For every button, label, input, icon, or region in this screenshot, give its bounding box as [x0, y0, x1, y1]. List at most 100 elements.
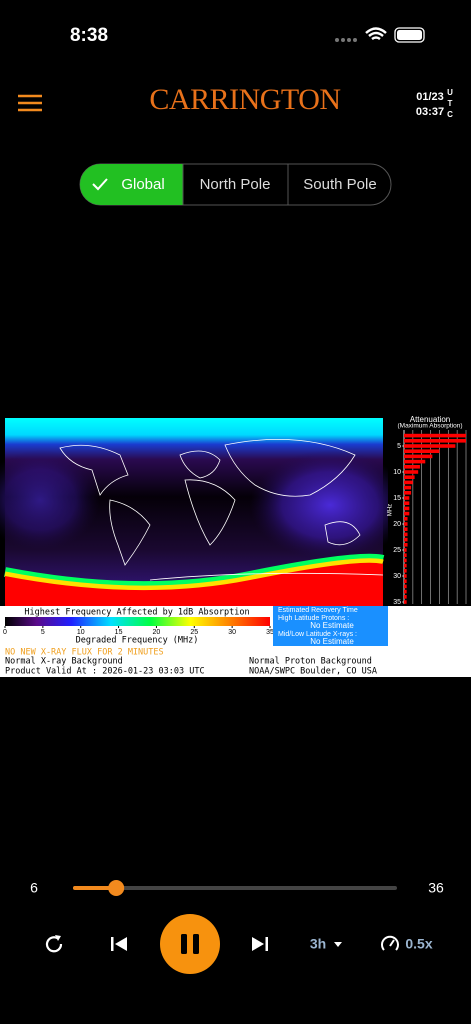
info: NOAA/SWPC Boulder, CO USA: [249, 667, 377, 677]
tz: T: [448, 99, 453, 108]
y-tick-label: 30: [393, 573, 401, 580]
wifi: [365, 27, 387, 41]
colorbar-ticks: 0 5 10 15 20 25 30 35: [3, 626, 274, 636]
y-axis-label: MHz: [388, 504, 394, 516]
slider-thumb[interactable]: [108, 880, 125, 896]
info: Product Valid At : 2026-01-23 03:03 UTC: [5, 667, 205, 677]
tick-label: 25: [190, 629, 198, 636]
clock: 8:38: [70, 25, 108, 46]
map-absorption: [0, 450, 100, 550]
logo: CARRINGTON: [149, 83, 340, 116]
date: 01/23: [416, 91, 444, 103]
bar: [404, 459, 426, 464]
bar: [404, 532, 408, 537]
tick-label: 20: [153, 629, 161, 636]
bar: [404, 558, 407, 563]
bar: [404, 600, 407, 604]
play-pause-button[interactable]: [160, 914, 220, 974]
next-button[interactable]: [252, 937, 268, 951]
bar: [404, 574, 407, 578]
recovery-label: High Latitude Protons :: [278, 615, 349, 622]
attenuation-subtitle: (Maximum Absorption): [397, 423, 462, 430]
y-tick-label: 20: [393, 521, 401, 528]
notice: NO NEW X-RAY FLUX FOR 2 MINUTES: [5, 648, 164, 658]
tick-label: 35: [266, 629, 274, 636]
menu-button[interactable]: [18, 94, 42, 112]
recovery-value: No Estimate: [310, 637, 354, 646]
bar: [404, 470, 419, 474]
check-icon: [92, 178, 108, 191]
slider-track[interactable]: [73, 886, 397, 890]
bar: [404, 537, 408, 542]
attenuation-title: Attenuation: [410, 415, 450, 424]
attenuation-chart: 051015202530355101520253035: [393, 430, 470, 615]
bar: [404, 491, 412, 495]
info: Normal Proton Background: [249, 657, 372, 667]
tick-label: 5: [41, 629, 45, 636]
recovery-title: Estimated Recovery Time: [278, 607, 358, 614]
signal: [335, 38, 357, 42]
window-select[interactable]: 3h: [310, 936, 326, 952]
colorbar: [5, 617, 270, 626]
tab[interactable]: South Pole: [303, 176, 376, 193]
map-band: [4, 558, 384, 591]
bar: [404, 548, 407, 552]
info: Normal X-ray Background: [5, 657, 123, 667]
y-tick-label: 5: [397, 443, 401, 450]
bar: [404, 433, 466, 438]
bar: [404, 501, 410, 505]
dropdown-caret: [334, 942, 342, 947]
bar: [404, 449, 440, 453]
tab-selected-bg: [79, 164, 183, 205]
pause-icon: [181, 934, 199, 954]
y-tick-label: 35: [393, 599, 401, 606]
recovery-box: [273, 606, 388, 646]
bar: [404, 584, 407, 589]
recovery-value: No Estimate: [310, 621, 354, 630]
battery: [394, 27, 425, 43]
refresh-button[interactable]: [45, 935, 63, 953]
tick-label: 15: [115, 629, 123, 636]
bar: [404, 563, 407, 568]
bar: [404, 589, 407, 594]
speed-icon: [381, 935, 399, 951]
info-area: [0, 646, 471, 677]
slider-min: 6: [30, 880, 38, 896]
bar: [404, 569, 407, 573]
time: 03:37: [416, 106, 444, 118]
tab[interactable]: North Pole: [200, 176, 271, 193]
tz: U: [447, 88, 453, 97]
y-tick-label: 15: [393, 495, 401, 502]
bar: [404, 475, 415, 479]
bar: [404, 511, 410, 516]
bar: [404, 527, 408, 531]
bar: [404, 595, 407, 599]
bar: [404, 454, 433, 459]
bar: [404, 439, 466, 443]
bar: [404, 543, 408, 547]
tick-label: 10: [77, 629, 85, 636]
colorbar-title: Highest Frequency Affected by 1dB Absorp…: [24, 608, 249, 618]
bar: [404, 465, 420, 469]
previous-button[interactable]: [111, 937, 127, 951]
bar: [404, 496, 410, 500]
bar: [404, 553, 407, 557]
recovery-label: Mid/Low Latitude X-rays :: [278, 631, 357, 638]
bar: [404, 517, 408, 521]
bar: [404, 506, 410, 511]
colorbar-label: Degraded Frequency (MHz): [76, 636, 199, 646]
y-tick-label: 25: [393, 547, 401, 554]
rate-select[interactable]: 0.5x: [405, 936, 432, 952]
map-absorption: [250, 450, 410, 560]
tab[interactable]: Global: [121, 176, 164, 193]
bar: [404, 444, 456, 448]
y-tick-label: 10: [393, 469, 401, 476]
bar: [404, 485, 412, 490]
tz: C: [447, 110, 453, 119]
coastlines: [59, 439, 384, 581]
bar: [404, 480, 413, 485]
slider-max: 36: [428, 880, 444, 896]
tick-label: 30: [228, 629, 236, 636]
battery-level: [397, 30, 422, 40]
